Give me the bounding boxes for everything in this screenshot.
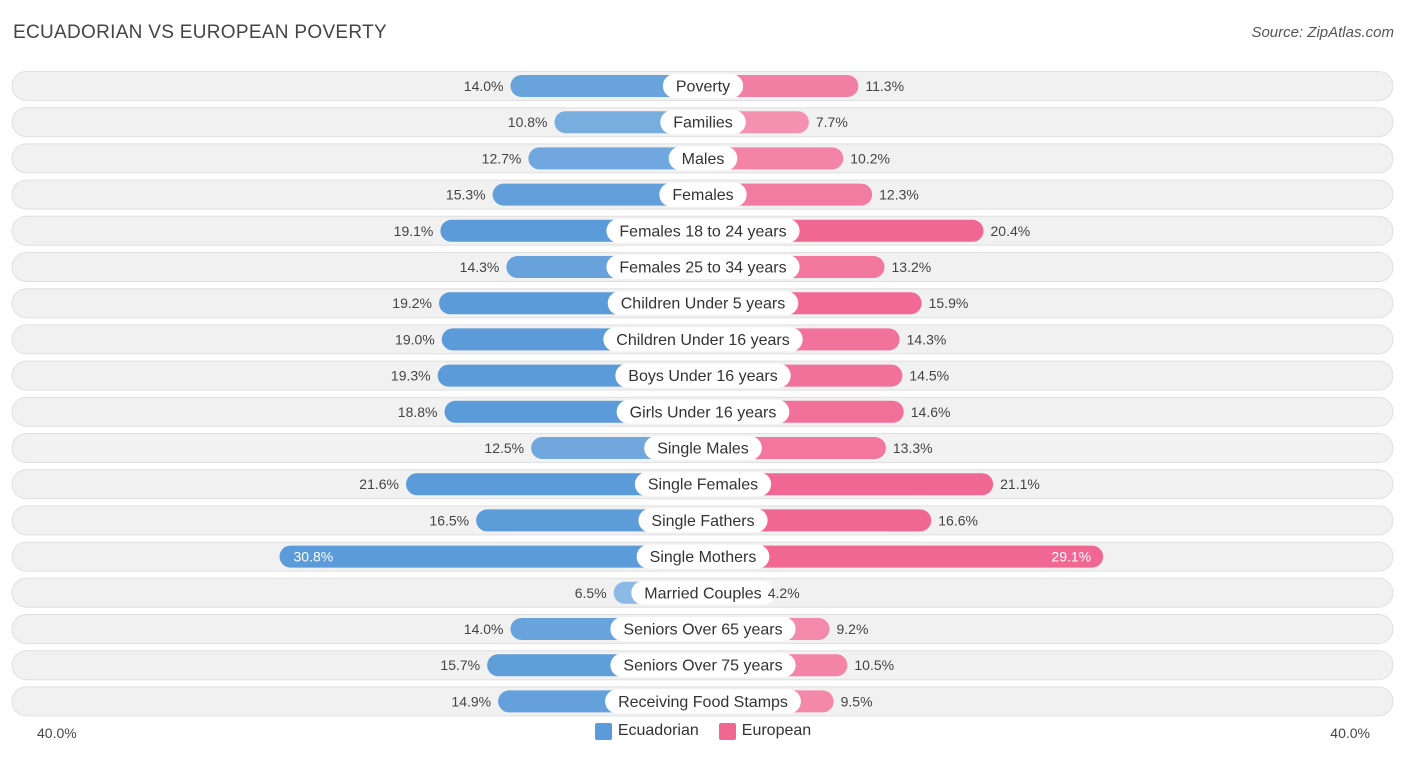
category-pill: [616, 399, 790, 424]
value-label-ecuadorian: 6.5%: [575, 585, 607, 601]
category-label: Married Couples: [644, 585, 761, 602]
category-pill: [659, 182, 747, 207]
category-label: Poverty: [676, 79, 730, 96]
category-label: Single Males: [657, 441, 749, 458]
category-pill: [610, 617, 796, 641]
category-pill: [660, 110, 746, 135]
category-pill: [607, 291, 799, 316]
diverging-bar-chart: Poverty 14.0% 11.3% Families 10.8% 7.7% Males 1…: [11, 71, 1394, 717]
bar-ecuadorian: [510, 75, 714, 97]
value-label-ecuadorian: 10.8%: [508, 114, 548, 130]
bar-european: [692, 545, 1104, 568]
category-pill: [634, 472, 772, 497]
value-label-ecuadorian: 19.1%: [394, 223, 434, 239]
category-label: Single Mothers: [650, 549, 757, 566]
value-label-european: 7.7%: [816, 114, 848, 130]
category-label: Boys Under 16 years: [628, 368, 777, 385]
category-pill: [603, 327, 803, 352]
value-label-ecuadorian: 19.2%: [392, 295, 432, 311]
category-label: Females 25 to 34 years: [619, 260, 786, 277]
legend-item-ecuadorian: Ecuadorian: [594, 722, 699, 740]
category-label: Children Under 5 years: [621, 296, 786, 313]
value-label-ecuadorian: 14.9%: [451, 693, 491, 709]
value-label-european: 9.2%: [837, 621, 869, 637]
value-label-european: 13.3%: [893, 440, 933, 456]
value-label-european: 12.3%: [879, 187, 919, 203]
category-pill: [644, 436, 762, 460]
value-label-ecuadorian: 14.3%: [460, 259, 500, 275]
category-pill: [610, 653, 796, 678]
category-pill: [606, 218, 800, 243]
category-label: Children Under 16 years: [616, 332, 789, 349]
category-label: Single Females: [648, 477, 758, 494]
category-label: Seniors Over 75 years: [623, 658, 782, 675]
value-label-european: 11.3%: [865, 78, 904, 94]
category-label: Families: [673, 115, 733, 132]
category-label: Single Fathers: [651, 513, 754, 530]
value-label-ecuadorian: 12.5%: [484, 440, 524, 456]
axis-right-label: 40.0%: [1330, 725, 1370, 741]
category-label: Females: [672, 187, 733, 204]
source-label: Source: ZipAtlas.com: [1251, 24, 1394, 41]
bar-ecuadorian: [492, 183, 714, 206]
value-label-ecuadorian: 19.0%: [395, 331, 435, 347]
value-label-european: 9.5%: [841, 693, 873, 709]
legend-item-european: European: [718, 722, 812, 740]
value-label-european: 21.1%: [1000, 476, 1040, 492]
legend-swatch-ecuadorian: [594, 722, 612, 740]
category-pill: [615, 363, 791, 388]
value-label-ecuadorian: 19.3%: [391, 368, 431, 384]
category-label: Receiving Food Stamps: [618, 694, 788, 711]
value-label-ecuadorian: 16.5%: [429, 512, 469, 528]
category-label: Males: [682, 151, 725, 168]
value-label-ecuadorian: 30.8%: [294, 549, 334, 565]
bar-ecuadorian: [279, 545, 714, 568]
value-label-european: 20.4%: [991, 223, 1031, 239]
value-label-european: 16.6%: [938, 512, 978, 528]
value-label-ecuadorian: 14.0%: [464, 621, 504, 637]
value-label-ecuadorian: 18.8%: [398, 404, 438, 420]
legend-label-ecuadorian: Ecuadorian: [617, 722, 699, 739]
category-pill: [668, 146, 738, 171]
category-pill: [638, 508, 768, 533]
legend: Ecuadorian European: [0, 722, 1406, 740]
category-label: Seniors Over 65 years: [623, 622, 782, 639]
category-pill: [636, 544, 770, 569]
value-label-ecuadorian: 15.7%: [440, 657, 480, 673]
value-label-european: 14.6%: [911, 404, 951, 420]
legend-label-european: European: [741, 722, 812, 739]
value-label-european: 14.5%: [909, 368, 949, 384]
value-label-ecuadorian: 14.0%: [464, 78, 504, 94]
value-label-ecuadorian: 21.6%: [359, 476, 399, 492]
category-pill: [605, 689, 801, 714]
value-label-european: 10.5%: [854, 657, 894, 673]
value-label-european: 15.9%: [929, 295, 969, 311]
category-pill: [606, 255, 800, 279]
axis-left-label: 40.0%: [37, 725, 77, 741]
category-pill: [662, 74, 744, 98]
value-label-ecuadorian: 12.7%: [482, 150, 522, 166]
value-label-european: 4.2%: [768, 585, 800, 601]
value-label-ecuadorian: 15.3%: [446, 187, 486, 203]
chart-title: ECUADORIAN VS EUROPEAN POVERTY: [13, 22, 387, 43]
bar-ecuadorian: [528, 147, 714, 170]
value-label-european: 13.2%: [892, 259, 932, 275]
value-label-european: 29.1%: [1051, 549, 1091, 565]
category-pill: [631, 580, 775, 605]
value-label-european: 14.3%: [907, 331, 947, 347]
value-label-european: 10.2%: [850, 150, 890, 166]
category-label: Girls Under 16 years: [630, 404, 777, 421]
category-label: Females 18 to 24 years: [619, 223, 786, 240]
legend-swatch-european: [718, 722, 736, 740]
